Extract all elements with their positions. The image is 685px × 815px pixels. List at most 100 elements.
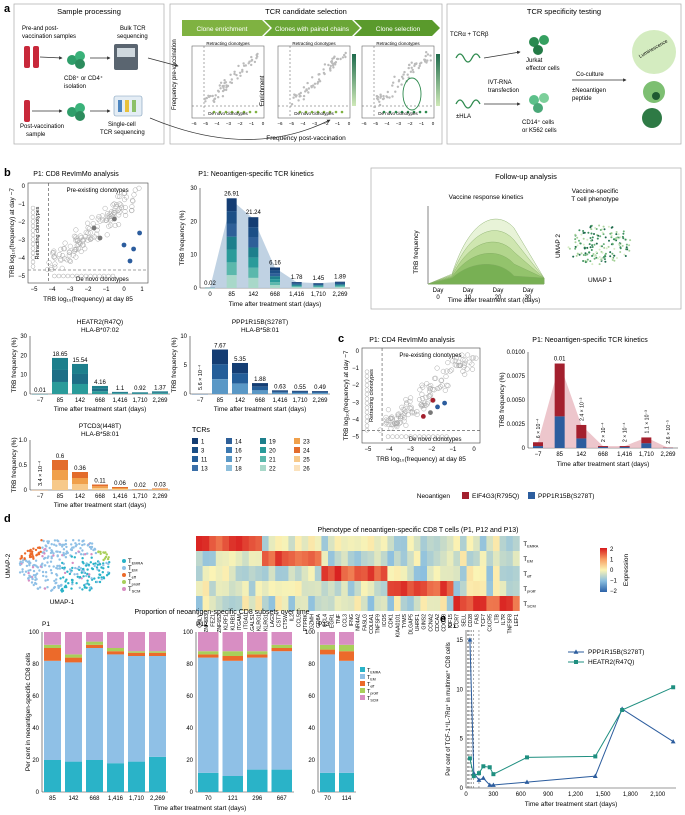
b-kin-bar-segment bbox=[335, 281, 345, 283]
heatmap-gene-label: CTSW bbox=[283, 614, 289, 629]
bHeatr2-y-tick: 30 bbox=[20, 334, 27, 340]
heatmap-cell bbox=[486, 566, 494, 581]
d-umap-point bbox=[55, 573, 58, 576]
fu-umap-point bbox=[586, 246, 589, 249]
mini-point bbox=[373, 105, 377, 109]
stack-segment bbox=[65, 761, 82, 792]
mini-denovo-label: De novo clonotypes bbox=[378, 111, 418, 116]
bPtcd3-value-label: 3.4 × 10⁻⁴ bbox=[37, 460, 44, 486]
heatmap-gene-label: ZNF652 bbox=[217, 614, 223, 633]
mini-point bbox=[406, 73, 409, 76]
heatmap-cell bbox=[354, 536, 362, 551]
heatmap-gene-label: CD28 bbox=[468, 614, 474, 627]
heatmap-cell bbox=[460, 566, 467, 581]
bScatter-x-label: TRB log₁₀(frequency) at day 85 bbox=[43, 296, 133, 303]
d-umap2-label: UMAP-2 bbox=[5, 553, 12, 578]
e-x-label: Time after treatment start (days) bbox=[525, 801, 618, 808]
d-umap-point bbox=[77, 550, 80, 553]
heatmap-cell bbox=[262, 566, 269, 581]
scatter-x-tick: 0 bbox=[472, 447, 476, 453]
panel-label-a: a bbox=[4, 3, 11, 15]
retracting-point bbox=[364, 401, 370, 406]
heatmap-cell bbox=[281, 551, 289, 566]
fu-umap-point bbox=[598, 248, 601, 251]
d-umap-point bbox=[70, 548, 74, 552]
fu-umap-point bbox=[582, 243, 585, 246]
b-kin-bar-segment bbox=[226, 249, 237, 263]
fu-umap-point bbox=[583, 231, 586, 234]
heatmap-cell bbox=[506, 566, 514, 581]
bHeatr2-bar-segment bbox=[92, 385, 108, 389]
scatter-y-tick: −5 bbox=[352, 435, 360, 441]
mini-point bbox=[408, 63, 411, 67]
stack-legend-swatch bbox=[360, 695, 365, 700]
clonotype-point bbox=[121, 190, 127, 197]
bPtcd3-bar-segment bbox=[52, 460, 68, 470]
fu-umap-point bbox=[602, 225, 605, 228]
d-umap-point bbox=[76, 575, 80, 578]
heatmap-cell bbox=[440, 581, 448, 596]
d-umap-point bbox=[76, 572, 79, 576]
bHeatr2-bar-segment bbox=[112, 392, 128, 394]
clonotype-point bbox=[403, 396, 409, 403]
ivt-line1: IVT-RNA bbox=[488, 80, 512, 86]
heatmap-cell bbox=[387, 536, 395, 551]
c-kin-bar-ppp1r15b bbox=[554, 416, 565, 448]
bPtcd3-x-label: Time after treatment start (days) bbox=[54, 502, 147, 509]
heatmap-cell bbox=[433, 536, 441, 551]
fu-umap-point bbox=[578, 229, 581, 232]
stack-segment bbox=[198, 651, 219, 655]
heatmap-gene-label: LAG3 bbox=[270, 614, 276, 627]
bHeatr2-x-tick: 668 bbox=[95, 398, 106, 404]
fu-umap-point bbox=[613, 259, 616, 262]
bHeatr2-value-label: 0.01 bbox=[34, 388, 46, 394]
fu-umap-point bbox=[610, 234, 613, 237]
d-umap-point bbox=[79, 567, 83, 570]
mini-point bbox=[378, 103, 382, 107]
retracting-point bbox=[30, 246, 36, 251]
fu-umap-point bbox=[590, 249, 593, 251]
retracting-point bbox=[364, 405, 370, 410]
stack-segment bbox=[107, 763, 124, 792]
mini-point bbox=[329, 67, 332, 70]
d-umap-point bbox=[73, 573, 76, 576]
retracting-point bbox=[30, 223, 36, 229]
clonotype-point bbox=[116, 212, 122, 218]
clonotype-point bbox=[421, 406, 427, 412]
b-kin-bar-segment bbox=[313, 285, 324, 286]
highlight-point bbox=[121, 242, 127, 248]
heatmap-cell bbox=[400, 536, 408, 551]
heatmap-cell bbox=[262, 596, 269, 611]
heatmap-cell bbox=[413, 581, 421, 596]
clonotype-point bbox=[436, 385, 442, 391]
heatmap-gene-label: LTB bbox=[494, 613, 500, 623]
d-umap-point bbox=[97, 561, 101, 564]
bHeatr2-x-tick: 1,416 bbox=[112, 398, 128, 404]
fu-umap-point bbox=[586, 258, 589, 261]
clonotype-point bbox=[99, 213, 105, 219]
b-kin-bar-segment bbox=[226, 262, 237, 276]
heatmap-cell bbox=[295, 536, 302, 551]
bScatter-y-label: TRB log₁₀(frequency) at day −7 bbox=[9, 188, 16, 278]
clonotype-point bbox=[473, 355, 479, 361]
fu-day-number: 0 bbox=[436, 295, 440, 301]
fu-umap-point bbox=[619, 236, 622, 239]
retracting-point bbox=[364, 392, 370, 397]
heatmap-cell bbox=[301, 581, 309, 596]
mini-point bbox=[304, 90, 307, 93]
d-umap-point bbox=[64, 542, 68, 546]
mini-point bbox=[323, 63, 327, 66]
d-umap-point bbox=[61, 566, 64, 570]
heatmap-cell bbox=[400, 551, 408, 566]
clonotype-point bbox=[453, 355, 460, 361]
mini-denovo-point bbox=[316, 110, 320, 114]
d-umap-point bbox=[88, 545, 92, 549]
fu-umap-point bbox=[602, 243, 605, 246]
clonotype-point bbox=[52, 255, 58, 261]
heatmap-cell bbox=[281, 596, 289, 611]
tcr-legend-swatch bbox=[192, 447, 198, 453]
fu-umap-point bbox=[588, 251, 591, 254]
b-kin-x-tick: 85 bbox=[228, 292, 235, 298]
fu-umap-point bbox=[572, 255, 575, 258]
